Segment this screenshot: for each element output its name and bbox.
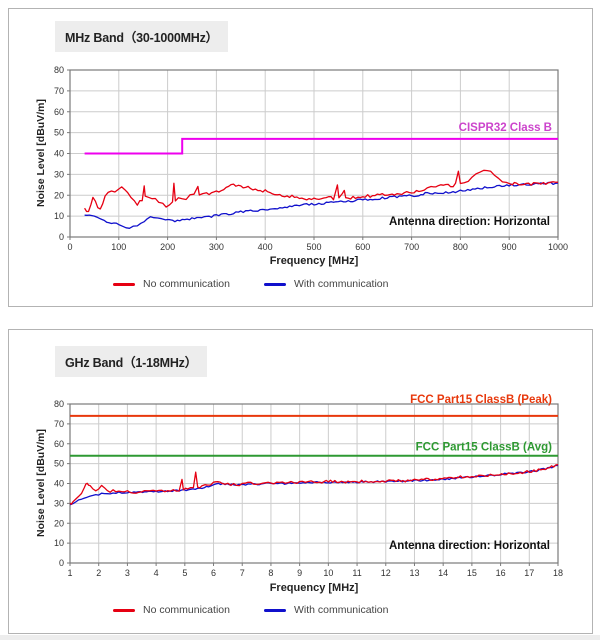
svg-text:0: 0 — [59, 558, 64, 568]
svg-text:70: 70 — [54, 86, 64, 96]
svg-text:9: 9 — [297, 568, 302, 578]
svg-text:Antenna direction: Horizontal: Antenna direction: Horizontal — [389, 540, 550, 552]
svg-text:Antenna direction: Horizontal: Antenna direction: Horizontal — [389, 216, 550, 228]
legend-item-with-communication: With communication — [263, 278, 389, 290]
svg-text:FCC Part15 ClassB (Avg): FCC Part15 ClassB (Avg) — [416, 442, 553, 454]
svg-text:1: 1 — [67, 568, 72, 578]
svg-text:100: 100 — [111, 242, 126, 252]
svg-text:30: 30 — [54, 498, 64, 508]
svg-text:50: 50 — [54, 128, 64, 138]
svg-text:30: 30 — [54, 169, 64, 179]
ghz-legend: No communication With communication — [113, 604, 388, 616]
svg-text:70: 70 — [54, 419, 64, 429]
svg-text:17: 17 — [524, 568, 534, 578]
svg-text:600: 600 — [355, 242, 370, 252]
legend-label: With communication — [293, 278, 389, 290]
blue-line-swatch — [263, 608, 286, 612]
ghz-band-title: GHz Band（1-18MHz） — [55, 346, 208, 377]
legend-item-no-communication: No communication — [113, 278, 230, 290]
ghz-y-axis-label: Noise Level [dBuV/m] — [35, 429, 47, 538]
svg-text:13: 13 — [409, 568, 419, 578]
mhz-band-chart: 0 100 200 300 400 500 600 700 800 900 1000 0 10 20 30 4… — [54, 65, 568, 252]
svg-text:500: 500 — [306, 242, 321, 252]
mhz-band-panel: MHz Band（30-1000MHz） 0 100 200 300 400 500 600… — [8, 8, 593, 307]
svg-text:200: 200 — [160, 242, 175, 252]
svg-text:700: 700 — [404, 242, 419, 252]
svg-text:12: 12 — [381, 568, 391, 578]
svg-text:60: 60 — [54, 107, 64, 117]
blue-line-swatch — [263, 282, 286, 286]
svg-text:900: 900 — [502, 242, 517, 252]
svg-text:10: 10 — [323, 568, 333, 578]
svg-text:4: 4 — [154, 568, 159, 578]
svg-text:60: 60 — [54, 439, 64, 449]
svg-text:0: 0 — [67, 242, 72, 252]
svg-text:400: 400 — [258, 242, 273, 252]
ghz-band-panel: GHz Band（1-18MHz） 1 2 3 4 5 6 7 8 9 10 11 12 13 14 15 1… — [8, 329, 593, 634]
mhz-y-axis-label: Noise Level [dBuV/m] — [35, 99, 47, 208]
svg-text:16: 16 — [496, 568, 506, 578]
svg-text:6: 6 — [211, 568, 216, 578]
mhz-band-title: MHz Band（30-1000MHz） — [55, 21, 228, 52]
svg-text:11: 11 — [352, 568, 361, 578]
ghz-band-chart: 1 2 3 4 5 6 7 8 9 10 11 12 13 14 15 16 17 180102030405060… — [54, 394, 563, 578]
svg-text:15: 15 — [467, 568, 477, 578]
svg-text:800: 800 — [453, 242, 468, 252]
svg-text:40: 40 — [54, 479, 64, 489]
page-bottom-strip — [0, 635, 600, 640]
svg-text:50: 50 — [54, 459, 64, 469]
svg-text:80: 80 — [54, 399, 64, 409]
red-line-swatch — [113, 282, 135, 286]
svg-text:14: 14 — [438, 568, 448, 578]
svg-text:10: 10 — [54, 538, 64, 548]
svg-text:10: 10 — [54, 211, 64, 221]
mhz-legend: No communication With communication — [113, 278, 388, 290]
legend-label: With communication — [293, 604, 389, 616]
svg-text:20: 20 — [54, 518, 64, 528]
mhz-x-axis-label: Frequency [MHz] — [269, 255, 359, 267]
svg-text:7: 7 — [240, 568, 245, 578]
svg-text:8: 8 — [268, 568, 273, 578]
legend-item-no-communication: No communication — [113, 604, 230, 616]
svg-text:300: 300 — [209, 242, 224, 252]
svg-text:0: 0 — [59, 232, 64, 242]
svg-text:3: 3 — [125, 568, 130, 578]
svg-text:FCC Part15 ClassB (Peak): FCC Part15 ClassB (Peak) — [410, 394, 552, 406]
svg-text:CISPR32 Class B: CISPR32 Class B — [459, 122, 552, 134]
svg-text:18: 18 — [553, 568, 563, 578]
svg-text:2: 2 — [96, 568, 101, 578]
legend-label: No communication — [143, 604, 230, 616]
legend-label: No communication — [143, 278, 230, 290]
ghz-x-axis-label: Frequency [MHz] — [269, 582, 359, 594]
svg-text:5: 5 — [182, 568, 187, 578]
svg-text:80: 80 — [54, 65, 64, 75]
svg-text:20: 20 — [54, 190, 64, 200]
svg-text:40: 40 — [54, 149, 64, 159]
legend-item-with-communication: With communication — [263, 604, 389, 616]
red-line-swatch — [113, 608, 135, 612]
svg-text:1000: 1000 — [548, 242, 568, 252]
